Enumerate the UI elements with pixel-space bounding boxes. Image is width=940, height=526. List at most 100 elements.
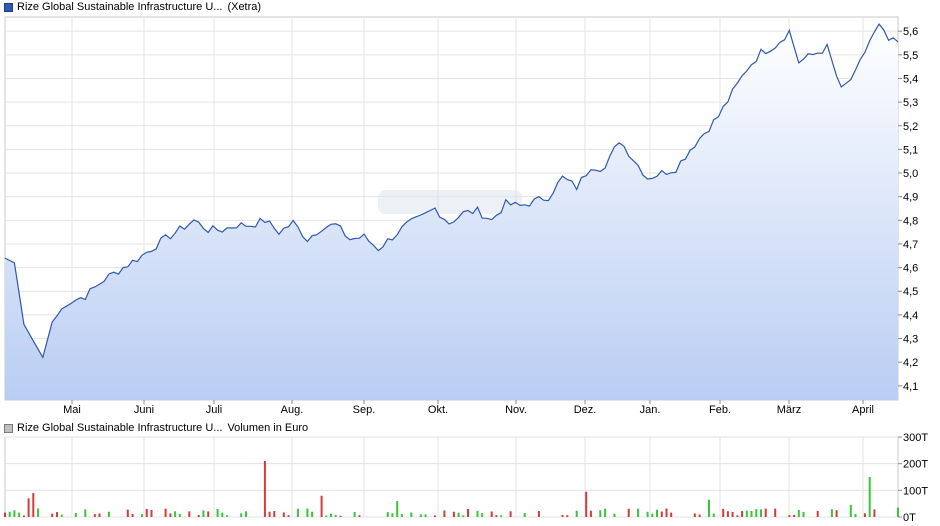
volume-bar <box>637 508 640 517</box>
volume-bar <box>566 515 569 517</box>
volume-bar <box>98 513 101 517</box>
volume-bar <box>150 509 153 517</box>
volume-bar <box>410 512 413 517</box>
price-y-tick: 4,8 <box>903 215 918 227</box>
volume-bar <box>353 512 356 517</box>
volume-legend: Rize Global Sustainable Infrastructure U… <box>4 422 308 434</box>
watermark-logo <box>378 190 522 214</box>
volume-bar <box>325 515 328 517</box>
volume-bar <box>452 511 455 517</box>
volume-bar <box>197 515 200 517</box>
volume-bar <box>481 513 484 517</box>
volume-bar <box>741 511 744 517</box>
price-legend: Rize Global Sustainable Infrastructure U… <box>4 1 261 13</box>
volume-bar <box>37 508 40 517</box>
price-x-tick: April <box>852 404 874 416</box>
volume-bar <box>4 512 6 517</box>
price-x-tick: Jan. <box>640 404 661 416</box>
price-area-series <box>4 23 899 400</box>
volume-bar <box>660 511 663 517</box>
volume-bar <box>764 508 767 517</box>
volume-bar <box>523 513 526 517</box>
volume-bar <box>774 508 777 517</box>
volume-bar <box>273 511 276 517</box>
volume-bar <box>613 513 616 517</box>
volume-bar <box>816 510 819 517</box>
volume-bar <box>760 509 762 517</box>
volume-bar <box>13 510 16 517</box>
volume-bar <box>311 511 314 517</box>
volume-bar <box>126 509 129 517</box>
price-x-tick: Feb. <box>709 404 731 416</box>
volume-bar <box>358 515 361 517</box>
price-x-tick: Mai <box>63 404 81 416</box>
volume-y-axis: 0T 100T 200T 300T <box>898 432 928 524</box>
volume-bar <box>226 515 229 517</box>
volume-bar <box>51 513 54 517</box>
price-legend-swatch <box>4 2 13 12</box>
volume-bar <box>391 513 394 517</box>
volume-bar <box>726 511 729 517</box>
price-x-tick: März <box>777 404 801 416</box>
volume-bar <box>646 511 649 517</box>
price-x-tick: Nov. <box>505 404 527 416</box>
price-y-tick: 4,5 <box>903 286 918 298</box>
volume-bar <box>495 515 498 517</box>
volume-y-tick: 0T <box>903 512 916 524</box>
price-y-tick: 4,7 <box>903 239 918 251</box>
volume-bar <box>131 513 134 517</box>
price-x-tick: Sep. <box>353 404 376 416</box>
volume-bar <box>386 512 389 517</box>
volume-bar <box>651 513 654 517</box>
volume-bar <box>164 508 167 517</box>
volume-bar <box>897 507 899 517</box>
volume-grid <box>5 436 898 518</box>
volume-bar <box>755 509 758 517</box>
volume-legend-swatch <box>4 423 13 433</box>
volume-bar <box>27 498 30 517</box>
volume-bar <box>8 511 11 517</box>
volume-bar <box>263 461 266 517</box>
volume-bar <box>802 511 805 517</box>
volume-bar <box>585 491 588 517</box>
volume-bar <box>561 515 564 517</box>
volume-bar <box>22 515 25 517</box>
volume-bar <box>202 510 205 517</box>
volume-bar <box>240 513 243 517</box>
volume-bar <box>750 511 753 517</box>
volume-bar <box>537 511 540 517</box>
price-y-tick: 4,9 <box>903 192 918 204</box>
volume-bar <box>221 512 224 517</box>
volume-bar <box>500 515 503 517</box>
volume-bar <box>863 513 866 517</box>
volume-bar <box>32 493 35 517</box>
volume-bar <box>575 510 578 517</box>
price-x-tick: Dez. <box>574 404 597 416</box>
price-y-axis: 4,1 4,2 4,3 4,4 4,5 4,6 4,7 4,8 4,9 5,0 5,1 5,2 5,3 5… <box>898 26 918 393</box>
price-y-tick: 5,3 <box>903 97 918 109</box>
price-x-tick: Juni <box>134 404 154 416</box>
volume-bar <box>419 514 422 517</box>
volume-bar <box>74 513 77 517</box>
volume-bar <box>145 508 148 517</box>
volume-bar <box>141 514 143 517</box>
volume-bar <box>509 511 512 517</box>
volume-legend-name: Rize Global Sustainable Infrastructure U… <box>17 422 223 434</box>
volume-bar <box>400 514 403 517</box>
volume-bar <box>670 512 673 517</box>
volume-bar <box>665 508 668 517</box>
volume-bar <box>868 477 871 517</box>
volume-bar <box>93 514 96 517</box>
volume-bar <box>604 508 607 517</box>
price-y-tick: 5,2 <box>903 121 918 133</box>
volume-bar <box>793 514 796 517</box>
price-y-tick: 4,1 <box>903 381 918 393</box>
volume-bar <box>589 510 592 517</box>
volume-bar <box>330 513 332 517</box>
volume-bar <box>693 513 696 517</box>
volume-bar <box>797 509 800 517</box>
volume-bar <box>178 513 181 517</box>
price-line <box>4 23 899 359</box>
price-y-tick: 4,4 <box>903 310 918 322</box>
